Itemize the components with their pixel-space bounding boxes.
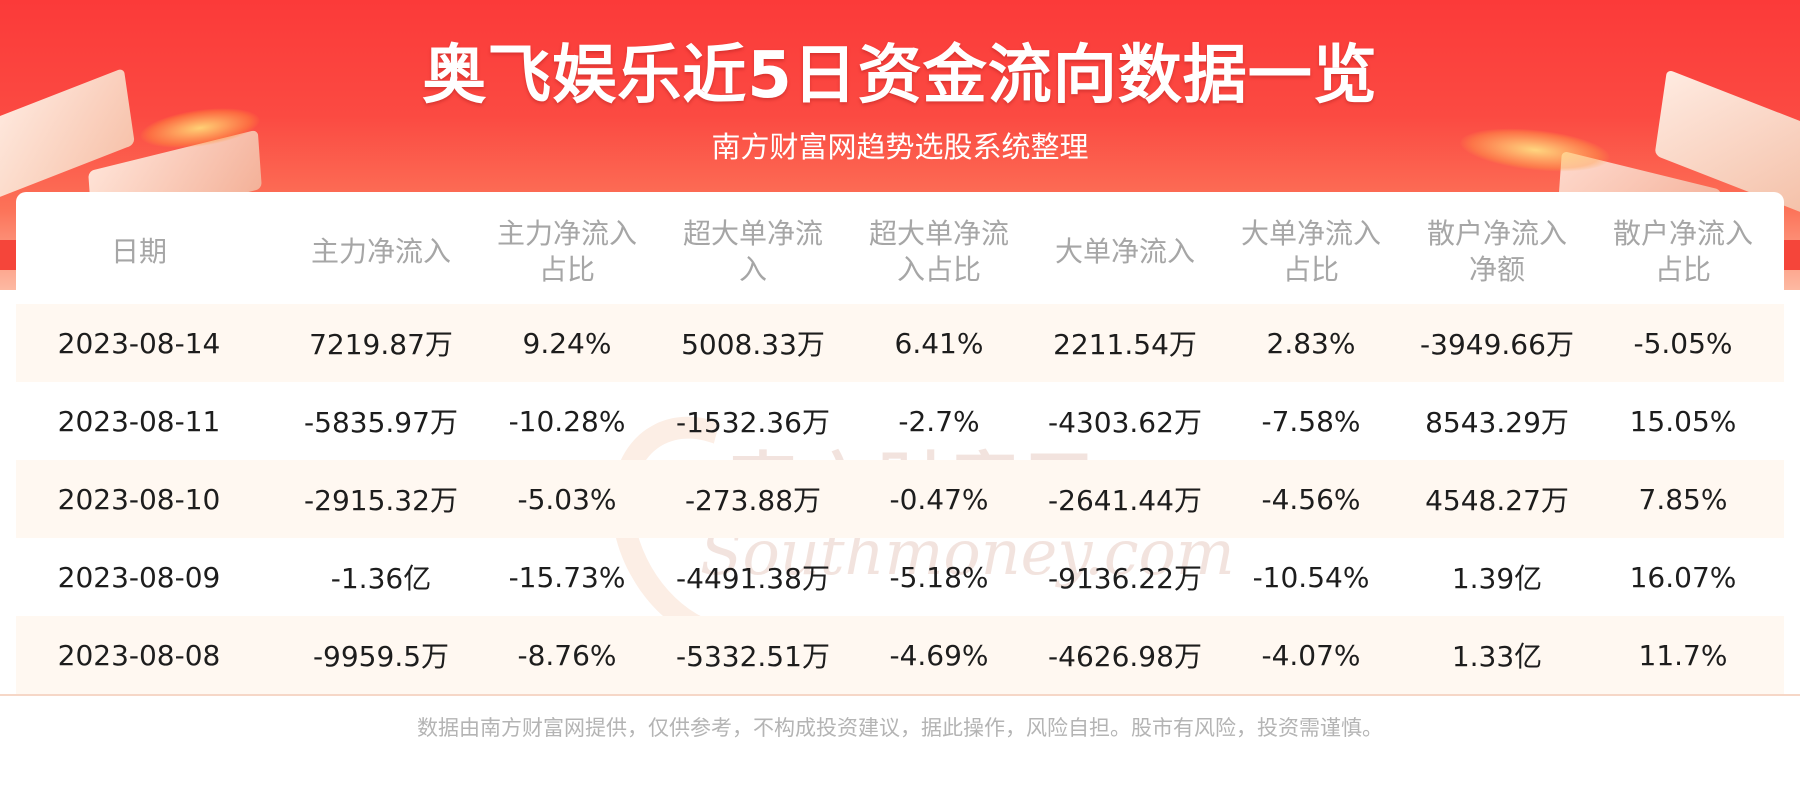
cell-large-ratio: -4.07% — [1261, 638, 1361, 672]
cell-main-inflow: -2915.32万 — [304, 484, 458, 517]
cell-large-ratio: -10.54% — [1252, 560, 1370, 594]
cell-large-ratio: -7.58% — [1261, 404, 1361, 438]
cell-large-ratio: 2.83% — [1266, 326, 1356, 360]
table-row: 2023-08-11 -5835.97万 -10.28% -1532.36万 -… — [16, 382, 1784, 460]
cell-large-inflow: -4626.98万 — [1048, 640, 1202, 673]
cell-retail-inflow: -3949.66万 — [1420, 328, 1574, 361]
cell-large-ratio: -4.56% — [1261, 482, 1361, 516]
cell-date: 2023-08-08 — [57, 638, 221, 672]
cell-main-inflow: -5835.97万 — [304, 406, 458, 439]
cell-retail-inflow: 8543.29万 — [1425, 406, 1569, 439]
cell-retail-ratio: 16.07% — [1629, 560, 1737, 594]
footer-divider — [0, 694, 1800, 696]
cell-retail-ratio: 7.85% — [1638, 482, 1728, 516]
column-header-main-inflow: 主力净流入 — [310, 235, 451, 268]
page-subtitle: 南方财富网趋势选股系统整理 — [711, 130, 1089, 164]
cell-large-inflow: -4303.62万 — [1048, 406, 1202, 439]
cell-retail-inflow: 1.33亿 — [1451, 640, 1543, 673]
cell-date: 2023-08-09 — [57, 560, 221, 594]
cell-super-large-ratio: -5.18% — [889, 560, 989, 594]
cell-super-large-ratio: -4.69% — [889, 638, 989, 672]
page-title: 奥飞娱乐近5日资金流向数据一览 — [422, 39, 1378, 113]
column-header-super-large-ratio: 超大单净流入占比 — [868, 217, 1009, 286]
table-row: 2023-08-14 7219.87万 9.24% 5008.33万 6.41%… — [16, 304, 1784, 382]
cell-super-large-ratio: 6.41% — [894, 326, 984, 360]
cell-main-inflow-ratio: -8.76% — [517, 638, 617, 672]
cell-retail-inflow: 4548.27万 — [1425, 484, 1569, 517]
column-header-large-ratio: 大单净流入占比 — [1240, 217, 1381, 286]
table-card — [16, 192, 1784, 694]
cell-main-inflow-ratio: -15.73% — [508, 560, 626, 594]
cell-super-large-inflow: -4491.38万 — [676, 562, 830, 595]
table-row: 2023-08-09 -1.36亿 -15.73% -4491.38万 -5.1… — [16, 538, 1784, 616]
cell-retail-ratio: 11.7% — [1638, 638, 1728, 672]
cell-main-inflow: 7219.87万 — [309, 328, 453, 361]
column-header-retail-inflow: 散户净流入净额 — [1426, 217, 1567, 286]
cell-date: 2023-08-10 — [57, 482, 221, 516]
column-header-super-large-inflow: 超大单净流入 — [682, 217, 823, 286]
cell-large-inflow: 2211.54万 — [1053, 328, 1197, 361]
column-header-retail-ratio: 散户净流入占比 — [1612, 217, 1753, 286]
cell-large-inflow: -9136.22万 — [1048, 562, 1202, 595]
table-header-row: 日期 主力净流入 主力净流入占比 超大单净流入 超大单净流入占比 大单净流入 大… — [16, 200, 1784, 304]
cell-date: 2023-08-14 — [57, 326, 221, 360]
cell-main-inflow-ratio: -10.28% — [508, 404, 626, 438]
cell-main-inflow: -9959.5万 — [312, 640, 450, 673]
cell-retail-ratio: -5.05% — [1633, 326, 1733, 360]
cell-main-inflow: -1.36亿 — [330, 562, 432, 595]
cell-main-inflow-ratio: -5.03% — [517, 482, 617, 516]
cell-super-large-inflow: -1532.36万 — [676, 406, 830, 439]
cell-super-large-inflow: -5332.51万 — [676, 640, 830, 673]
footer-disclaimer: 数据由南方财富网提供，仅供参考，不构成投资建议，据此操作，风险自担。股市有风险，… — [417, 716, 1383, 740]
cell-retail-inflow: 1.39亿 — [1451, 562, 1543, 595]
cell-super-large-ratio: -0.47% — [889, 482, 989, 516]
column-header-large-inflow: 大单净流入 — [1054, 235, 1195, 268]
table-row: 2023-08-10 -2915.32万 -5.03% -273.88万 -0.… — [16, 460, 1784, 538]
table-row: 2023-08-08 -9959.5万 -8.76% -5332.51万 -4.… — [16, 616, 1784, 694]
cell-super-large-inflow: -273.88万 — [684, 484, 822, 517]
column-header-main-inflow-ratio: 主力净流入占比 — [496, 217, 637, 286]
column-header-date: 日期 — [110, 235, 167, 268]
cell-large-inflow: -2641.44万 — [1048, 484, 1202, 517]
cell-super-large-ratio: -2.7% — [898, 404, 980, 438]
cell-super-large-inflow: 5008.33万 — [681, 328, 825, 361]
cell-main-inflow-ratio: 9.24% — [522, 326, 612, 360]
cell-retail-ratio: 15.05% — [1629, 404, 1737, 438]
cell-date: 2023-08-11 — [57, 404, 221, 438]
